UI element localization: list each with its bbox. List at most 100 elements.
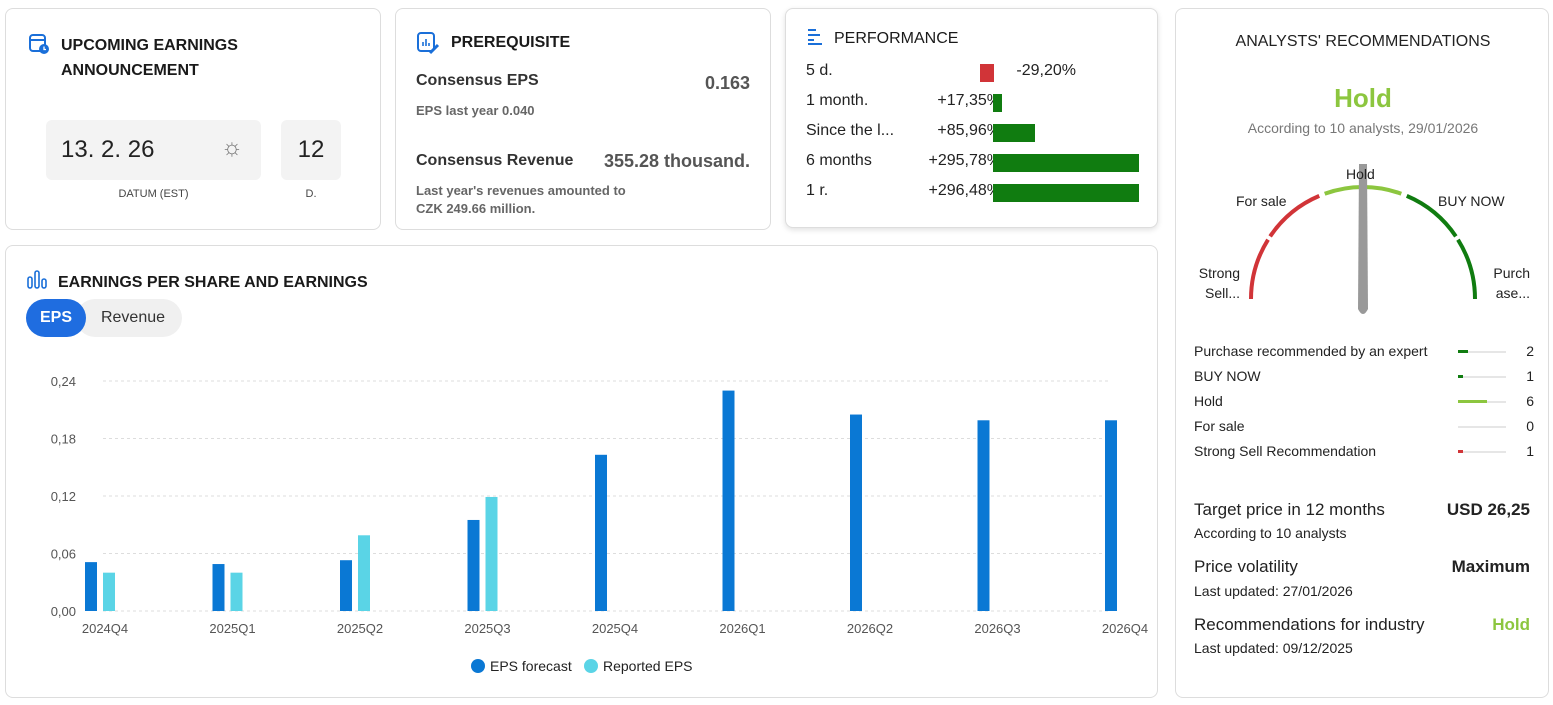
industry-sub: Last updated: 09/12/2025: [1194, 640, 1353, 656]
gauge-segment: [1268, 194, 1321, 238]
recommendation-label: BUY NOW: [1194, 368, 1261, 384]
revenue-value: 355.28 thousand.: [603, 151, 750, 171]
reported-eps-bar: [103, 572, 115, 611]
eps-chart: 0,00 0,06 0,12 0,18 0,24 2024Q4 2025Q1 2025Q2 20…: [51, 374, 1148, 674]
recommendation-label: Strong Sell Recommendation: [1194, 443, 1377, 459]
y-tick-label: 0,24: [51, 374, 76, 389]
sun-icon: ☼: [221, 134, 243, 161]
eps-chart-card: EARNINGS PER SHARE AND EARNINGS Revenue …: [5, 245, 1158, 698]
eps-forecast-bar: [467, 519, 480, 611]
analysts-title: ANALYSTS' RECOMMENDATIONS: [1235, 33, 1491, 50]
earnings-title: UPCOMING EARNINGS: [61, 37, 238, 54]
recommendation-count: 1: [1526, 443, 1534, 459]
legend-forecast-swatch: [471, 659, 485, 673]
eps-forecast-bar: [595, 454, 607, 611]
recommendation-label: Purchase recommended by an expert: [1194, 343, 1428, 359]
reported-eps-bar: [358, 535, 370, 611]
performance-row: Since the l... +85,96%: [806, 122, 1146, 144]
eps-label: Consensus EPS: [416, 72, 539, 89]
recommendation-count: 6: [1526, 393, 1534, 409]
recommendation-fill: [1458, 450, 1463, 453]
gauge-needle: [1358, 164, 1368, 314]
prerequisite-title: PREREQUISITE: [451, 34, 571, 51]
recommendation-label: For sale: [1194, 418, 1245, 434]
recommendation-track: [1458, 376, 1506, 378]
recommendation-row: Purchase recommended by an expert 2: [1194, 343, 1534, 363]
performance-period: 1 r.: [806, 182, 829, 199]
recommendation-count: 1: [1526, 368, 1534, 384]
reported-eps-bar: [485, 496, 498, 611]
legend-reported-swatch: [584, 659, 598, 673]
recommendation-row: Hold 6: [1194, 393, 1534, 413]
eps-forecast-bar: [1105, 420, 1117, 611]
performance-value: -29,20%: [1016, 62, 1076, 79]
performance-value: +295,78%: [928, 152, 1001, 169]
revenue-sub: Last year's revenues amounted to CZK 249.…: [416, 183, 626, 216]
performance-bar: [993, 124, 1036, 142]
tab-eps[interactable]: EPS: [26, 299, 86, 337]
performance-period: 6 months: [806, 152, 872, 169]
days-label: D.: [305, 188, 317, 200]
y-tick-label: 0,00: [51, 604, 76, 619]
y-tick-label: 0,12: [51, 489, 76, 504]
bar-chart-icon: [27, 270, 47, 289]
legend-reported-label: Reported EPS: [603, 658, 693, 674]
eps-forecast-bar: [212, 564, 225, 611]
revenue-label: Consensus Revenue: [416, 152, 574, 169]
performance-value: +17,35%: [937, 92, 1001, 109]
x-tick-label: 2025Q3: [464, 621, 510, 636]
performance-bar: [993, 94, 1002, 112]
recommendation-track: [1458, 451, 1506, 453]
recommendation-fill: [1458, 375, 1463, 378]
performance-row: 5 d. -29,20%: [806, 62, 1146, 84]
earnings-date: 13. 2. 26: [61, 136, 155, 163]
date-box: 13. 2. 26 ☼: [46, 120, 261, 180]
eps-chart-title: EARNINGS PER SHARE AND EARNINGS: [58, 274, 368, 291]
tab-revenue[interactable]: Revenue: [76, 299, 182, 337]
performance-row: 6 months +295,78%: [806, 152, 1146, 174]
performance-bar: [980, 64, 994, 82]
x-tick-label: 2026Q3: [974, 621, 1020, 636]
x-tick-label: 2026Q4: [1102, 621, 1148, 636]
calendar-clock-icon: [29, 34, 49, 54]
recommendation-label: Hold: [1194, 393, 1223, 409]
x-tick-label: 2026Q2: [847, 621, 893, 636]
industry-value: Hold: [1492, 615, 1530, 634]
performance-row: 1 r. +296,48%: [806, 182, 1146, 204]
eps-forecast-bar: [85, 562, 97, 611]
performance-value: +85,96%: [937, 122, 1001, 139]
gauge-segment: [1405, 194, 1458, 238]
y-tick-label: 0,06: [51, 547, 76, 562]
target-label: Target price in 12 months: [1194, 500, 1385, 519]
earnings-card: UPCOMING EARNINGS ANNOUNCEMENT 13. 2. 26…: [5, 8, 381, 230]
chart-edit-icon: [417, 32, 440, 55]
eps-forecast-bar: [977, 420, 990, 611]
performance-card: PERFORMANCE 5 d. -29,20% 1 month. +17,35…: [785, 8, 1158, 228]
x-tick-label: 2024Q4: [82, 621, 128, 636]
x-tick-label: 2025Q1: [209, 621, 255, 636]
volatility-value: Maximum: [1451, 557, 1530, 576]
eps-sub: EPS last year 0.040: [416, 103, 535, 118]
days-box: 12: [281, 120, 341, 180]
recommendation-gauge: [1249, 164, 1477, 314]
x-tick-label: 2025Q4: [592, 621, 638, 636]
gauge-segment: [1456, 238, 1477, 300]
legend-forecast-label: EPS forecast: [490, 658, 572, 674]
recommendation-count: 0: [1526, 418, 1534, 434]
gauge-strong-buy-label: Purch ase...: [1493, 265, 1530, 301]
verdict: Hold: [1334, 83, 1392, 113]
analysts-card: ANALYSTS' RECOMMENDATIONS Hold According…: [1175, 8, 1549, 698]
gauge-hold-label: Hold: [1346, 166, 1375, 182]
performance-bar: [993, 184, 1139, 202]
recommendation-track: [1458, 351, 1506, 353]
eps-forecast-bar: [340, 560, 352, 611]
recommendation-count: 2: [1526, 343, 1534, 359]
recommendation-row: Strong Sell Recommendation 1: [1194, 443, 1534, 463]
eps-value: 0.163: [704, 73, 750, 93]
date-label: DATUM (EST): [118, 188, 189, 200]
gauge-sell-label: For sale: [1236, 193, 1287, 209]
reported-eps-bar: [230, 572, 243, 611]
prerequisite-card: PREREQUISITE Consensus EPS 0.163 EPS las…: [395, 8, 771, 230]
y-tick-label: 0,18: [51, 432, 76, 447]
x-tick-label: 2025Q2: [337, 621, 383, 636]
